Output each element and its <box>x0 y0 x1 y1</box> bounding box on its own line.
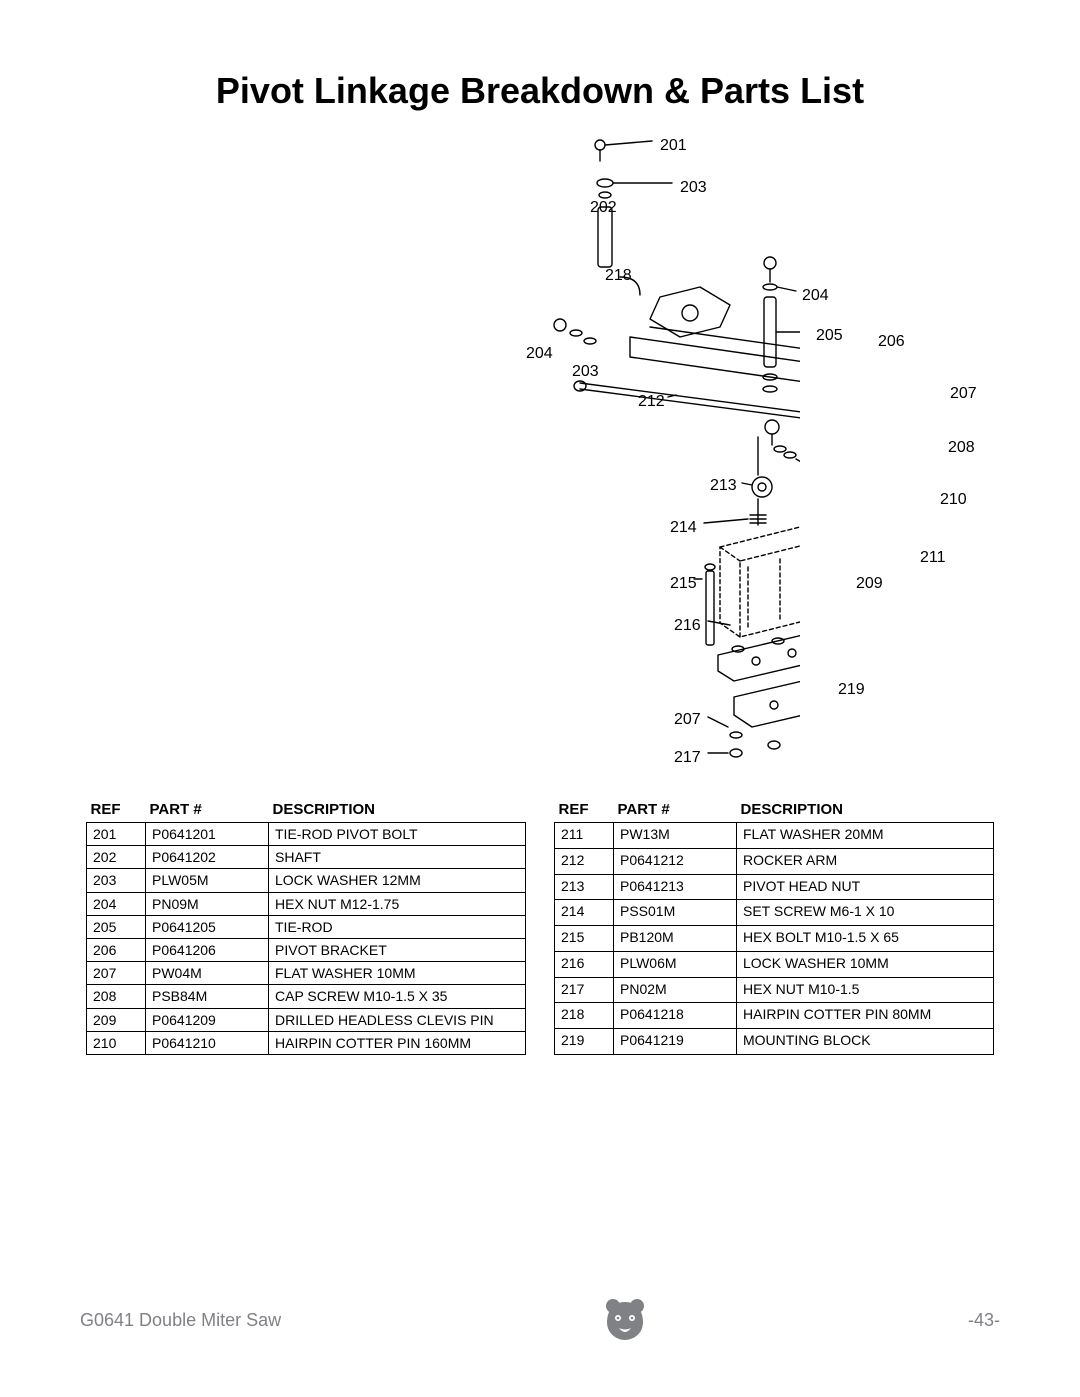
parts-tables: REF PART # DESCRIPTION 201P0641201TIE-RO… <box>80 797 1000 1055</box>
callout-213: 213 <box>710 477 737 495</box>
callout-212: 212 <box>638 393 665 411</box>
table-row: 208PSB84MCAP SCREW M10-1.5 X 35 <box>87 985 526 1008</box>
table-row: 214PSS01MSET SCREW M6-1 X 10 <box>555 900 994 926</box>
callout-217: 217 <box>674 749 701 767</box>
table-row: 210P0641210HAIRPIN COTTER PIN 160MM <box>87 1031 526 1054</box>
table-row: 202P0641202SHAFT <box>87 846 526 869</box>
callout-216: 216 <box>674 617 701 635</box>
table-row: 211PW13MFLAT WASHER 20MM <box>555 823 994 849</box>
callout-201: 201 <box>660 137 687 155</box>
callout-209: 209 <box>856 575 883 593</box>
exploded-diagram: 2012032022182042052062042032122072082132… <box>280 127 800 767</box>
parts-table-left-body: 201P0641201TIE-ROD PIVOT BOLT202P0641202… <box>87 823 526 1055</box>
table-row: 219P0641219MOUNTING BLOCK <box>555 1029 994 1055</box>
table-row: 205P0641205TIE-ROD <box>87 915 526 938</box>
callout-207: 207 <box>674 711 701 729</box>
diagram-svg <box>280 127 800 767</box>
table-row: 209P0641209DRILLED HEADLESS CLEVIS PIN <box>87 1008 526 1031</box>
callout-203: 203 <box>680 179 707 197</box>
col-desc: DESCRIPTION <box>269 797 526 823</box>
callout-219: 219 <box>838 681 865 699</box>
table-row: 215PB120MHEX BOLT M10-1.5 X 65 <box>555 926 994 952</box>
table-row: 216PLW06MLOCK WASHER 10MM <box>555 951 994 977</box>
callout-206: 206 <box>878 333 905 351</box>
table-row: 212P0641212ROCKER ARM <box>555 848 994 874</box>
table-row: 201P0641201TIE-ROD PIVOT BOLT <box>87 823 526 846</box>
callout-204: 204 <box>802 287 829 305</box>
callout-208: 208 <box>948 439 975 457</box>
page-footer: G0641 Double Miter Saw -43- <box>80 1294 1000 1347</box>
parts-table-right: REF PART # DESCRIPTION 211PW13MFLAT WASH… <box>554 797 994 1055</box>
col-desc: DESCRIPTION <box>737 797 994 823</box>
table-row: 204PN09MHEX NUT M12-1.75 <box>87 892 526 915</box>
callout-215: 215 <box>670 575 697 593</box>
callout-205: 205 <box>816 327 843 345</box>
bear-logo-icon <box>601 1294 649 1347</box>
col-ref: REF <box>555 797 614 823</box>
callout-207: 207 <box>950 385 977 403</box>
col-part: PART # <box>146 797 269 823</box>
footer-left: G0641 Double Miter Saw <box>80 1310 281 1331</box>
table-row: 203PLW05MLOCK WASHER 12MM <box>87 869 526 892</box>
table-row: 218P0641218HAIRPIN COTTER PIN 80MM <box>555 1003 994 1029</box>
page-title: Pivot Linkage Breakdown & Parts List <box>80 70 1000 112</box>
col-ref: REF <box>87 797 146 823</box>
footer-right: -43- <box>968 1310 1000 1331</box>
callout-203: 203 <box>572 363 599 381</box>
callout-218: 218 <box>605 267 632 285</box>
parts-table-right-body: 211PW13MFLAT WASHER 20MM212P0641212ROCKE… <box>555 823 994 1055</box>
table-row: 207PW04MFLAT WASHER 10MM <box>87 962 526 985</box>
callout-211: 211 <box>920 549 946 567</box>
callout-202: 202 <box>590 199 617 217</box>
col-part: PART # <box>614 797 737 823</box>
parts-table-left: REF PART # DESCRIPTION 201P0641201TIE-RO… <box>86 797 526 1055</box>
callout-204: 204 <box>526 345 553 363</box>
table-row: 206P0641206PIVOT BRACKET <box>87 938 526 961</box>
table-row: 213P0641213PIVOT HEAD NUT <box>555 874 994 900</box>
table-row: 217PN02MHEX NUT M10-1.5 <box>555 977 994 1003</box>
callout-210: 210 <box>940 491 967 509</box>
callout-214: 214 <box>670 519 697 537</box>
